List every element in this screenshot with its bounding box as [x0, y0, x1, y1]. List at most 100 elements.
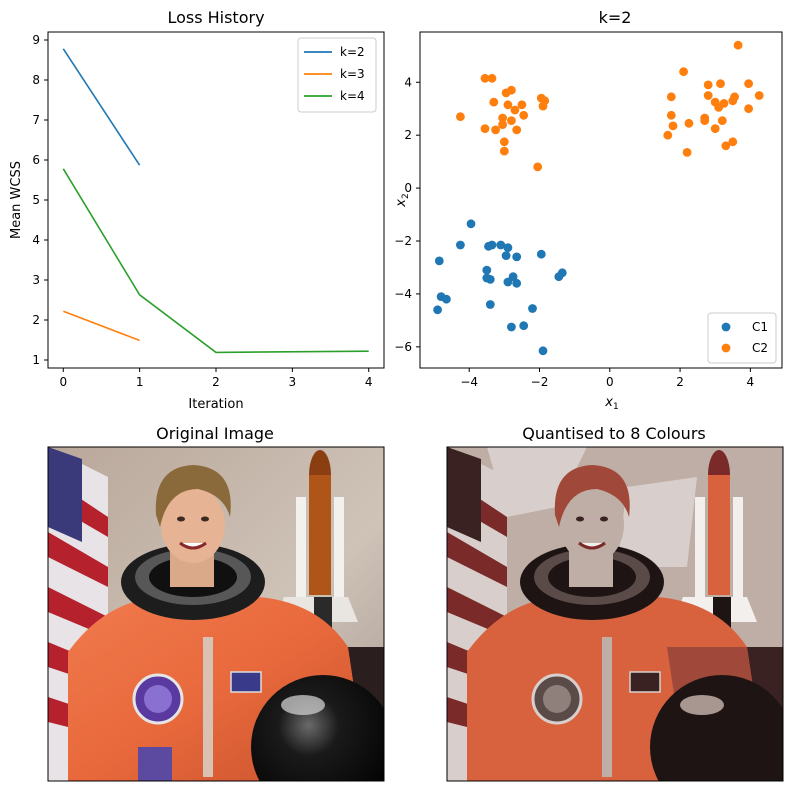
- loss-legend: k=2 k=3 k=4: [297, 37, 377, 113]
- cluster-y-tick-label: −2: [394, 234, 412, 248]
- cluster-y-tick-label: −6: [394, 340, 412, 354]
- cluster-xlabel-main: x: [604, 395, 613, 410]
- loss-x-ticks: 0 1 2 3 4: [59, 368, 373, 389]
- cluster-point-C2: [519, 110, 529, 120]
- original-image: [47, 446, 385, 782]
- loss-y-tick-label: 3: [32, 273, 40, 287]
- loss-y-ticks: 1 2 3 4 5 6 7 8 9: [32, 33, 48, 367]
- cluster-point-C2: [684, 118, 694, 128]
- loss-y-tick-label: 6: [32, 153, 40, 167]
- cluster-x-ticks: −4 −2 0 2 4: [460, 368, 754, 389]
- cluster-point-C2: [717, 116, 727, 125]
- loss-x-tick-label: 3: [289, 375, 297, 389]
- cluster-y-tick-label: 2: [404, 128, 412, 142]
- loss-y-tick-label: 2: [32, 313, 40, 327]
- quantised-image-panel: Quantised to 8 Colours: [446, 424, 784, 782]
- loss-xlabel: Iteration: [188, 397, 243, 412]
- cluster-point-C2: [491, 125, 500, 135]
- cluster-point-C2: [754, 91, 764, 100]
- cluster-y-tick-label: 4: [404, 75, 412, 89]
- loss-series-line-k=4: [62, 168, 369, 354]
- cluster-xlabel: x1: [604, 395, 618, 412]
- cluster-point-C2: [512, 125, 522, 135]
- cluster-point-C2: [503, 100, 513, 110]
- cluster-y-tick-label: −4: [394, 287, 412, 301]
- cluster-point-C2: [666, 92, 676, 102]
- cluster-point-C2: [480, 124, 490, 133]
- quantised-image: [446, 446, 784, 782]
- cluster-x-tick-label: 4: [747, 375, 755, 389]
- cluster-point-C1: [554, 272, 564, 282]
- loss-legend-box: [297, 37, 377, 113]
- cluster-point-C2: [721, 141, 731, 151]
- cluster-point-C1: [485, 275, 495, 284]
- cluster-point-C2: [487, 73, 497, 83]
- cluster-y-tick-label: 0: [404, 181, 412, 195]
- original-image-panel: Original Image: [47, 424, 385, 782]
- cluster-legend-swatch: [721, 343, 731, 353]
- cluster-point-C1: [503, 277, 513, 287]
- cluster-point-C1: [456, 240, 465, 250]
- cluster-point-C1: [519, 321, 529, 331]
- cluster-ylabel: x2: [394, 193, 411, 207]
- cluster-point-C1: [496, 240, 506, 250]
- loss-x-tick-label: 4: [365, 375, 373, 389]
- quantised-face: [560, 487, 624, 563]
- loss-series-line-k=2: [62, 48, 141, 166]
- loss-y-tick-label: 8: [32, 73, 40, 87]
- cluster-point-C2: [679, 67, 688, 77]
- cluster-point-C2: [663, 130, 673, 140]
- cluster-ylabel-sub: 2: [401, 193, 411, 199]
- cluster-point-C2: [666, 110, 676, 120]
- cluster-point-C1: [433, 305, 442, 315]
- loss-title: Loss History: [167, 8, 264, 27]
- loss-history-panel: Loss History 0 1 2 3 4 1 2 3 4 5 6 7 8 9 Iteration M…: [9, 8, 385, 412]
- cluster-point-C2: [700, 116, 710, 125]
- cluster-point-C2: [733, 40, 743, 50]
- cluster-x-tick-label: −4: [460, 375, 478, 389]
- loss-y-tick-label: 5: [32, 193, 40, 207]
- cluster-point-C2: [710, 124, 720, 133]
- loss-x-tick-label: 1: [136, 375, 144, 389]
- cluster-point-C2: [682, 148, 692, 157]
- cluster-point-C1: [501, 251, 511, 260]
- cluster-point-C2: [744, 104, 753, 114]
- cluster-point-C2: [744, 79, 753, 88]
- cluster-point-C2: [489, 97, 499, 107]
- cluster-point-C2: [499, 146, 509, 156]
- cluster-point-C1: [507, 322, 516, 332]
- cluster-point-C1: [484, 241, 493, 251]
- cluster-point-C1: [466, 219, 476, 229]
- cluster-legend-label: C1: [752, 320, 768, 334]
- hair: [155, 465, 231, 527]
- cluster-point-C2: [716, 79, 725, 88]
- cluster-point-C2: [456, 112, 465, 122]
- quantised-image-title: Quantised to 8 Colours: [522, 424, 705, 443]
- cluster-legend-label: C2: [752, 341, 768, 355]
- cluster-x-tick-label: 0: [606, 375, 614, 389]
- loss-plot-area: [62, 48, 369, 354]
- cluster-axes-frame: [419, 31, 783, 369]
- cluster-point-C1: [536, 249, 546, 259]
- cluster-point-C1: [442, 294, 451, 304]
- cluster-point-C2: [498, 120, 507, 129]
- face: [161, 487, 225, 563]
- loss-y-tick-label: 4: [32, 233, 40, 247]
- cluster-legend: C1 C2: [707, 312, 777, 364]
- cluster-point-C2: [730, 92, 739, 102]
- cluster-point-C1: [503, 243, 513, 253]
- cluster-point-C1: [434, 256, 444, 266]
- cluster-point-C2: [703, 80, 713, 90]
- cluster-point-C2: [703, 91, 713, 100]
- cluster-point-C2: [480, 73, 490, 83]
- cluster-point-C2: [501, 88, 511, 98]
- loss-y-tick-label: 1: [32, 353, 40, 367]
- loss-legend-label: k=4: [340, 89, 365, 103]
- loss-x-tick-label: 2: [212, 375, 220, 389]
- cluster-point-C1: [538, 346, 548, 356]
- cluster-plot-area: [433, 40, 764, 356]
- loss-ylabel: Mean WCSS: [9, 161, 24, 239]
- loss-legend-label: k=2: [340, 45, 365, 59]
